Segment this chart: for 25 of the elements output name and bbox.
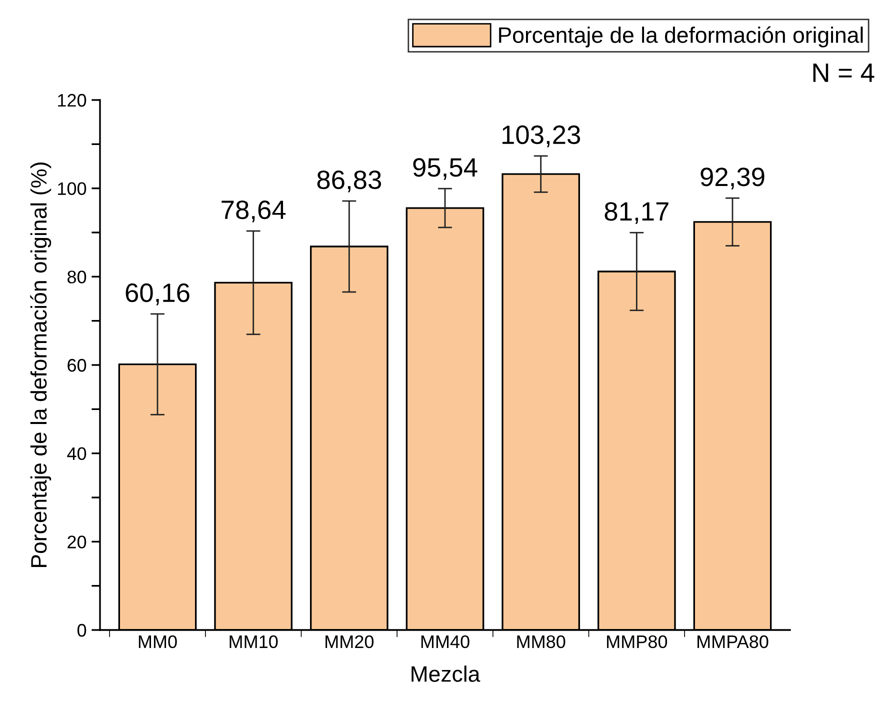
x-tick-label: MM20 bbox=[326, 635, 374, 648]
legend-label: Porcentaje de la deformación original bbox=[499, 26, 863, 48]
y-tick-label: 60 bbox=[68, 358, 86, 372]
text: N = 4 bbox=[813, 64, 874, 82]
y-tick-label: 0 bbox=[77, 624, 86, 637]
data-label: 60,16 bbox=[126, 283, 190, 306]
data-label: 81,17 bbox=[604, 202, 668, 224]
data-label: 103,23 bbox=[502, 125, 580, 148]
y-tick-label: 100 bbox=[58, 182, 86, 196]
x-tick-label: MM0 bbox=[138, 635, 177, 648]
x-tick-label: MM40 bbox=[421, 635, 470, 648]
data-label: 92,39 bbox=[700, 168, 764, 190]
x-axis-title: Mezcla bbox=[412, 666, 480, 682]
x-tick-label: MM80 bbox=[517, 635, 566, 648]
y-tick-label: 80 bbox=[68, 270, 86, 284]
data-label: 95,54 bbox=[413, 158, 478, 180]
y-tick-label: 120 bbox=[58, 94, 86, 107]
x-tick-label: MMP80 bbox=[607, 635, 668, 648]
y-tick-label: 20 bbox=[68, 536, 86, 548]
x-tick-label: MMPA80 bbox=[698, 635, 768, 648]
data-label: 78,64 bbox=[222, 200, 286, 222]
data-label: 86,83 bbox=[317, 170, 382, 192]
y-axis-title: Porcentaje de la deformación original (%) bbox=[30, 162, 52, 567]
y-tick-label: 40 bbox=[67, 447, 86, 460]
x-tick-label: MM10 bbox=[230, 635, 278, 648]
